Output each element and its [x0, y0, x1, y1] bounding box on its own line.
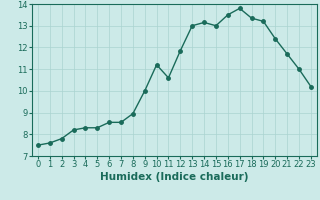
X-axis label: Humidex (Indice chaleur): Humidex (Indice chaleur) — [100, 172, 249, 182]
